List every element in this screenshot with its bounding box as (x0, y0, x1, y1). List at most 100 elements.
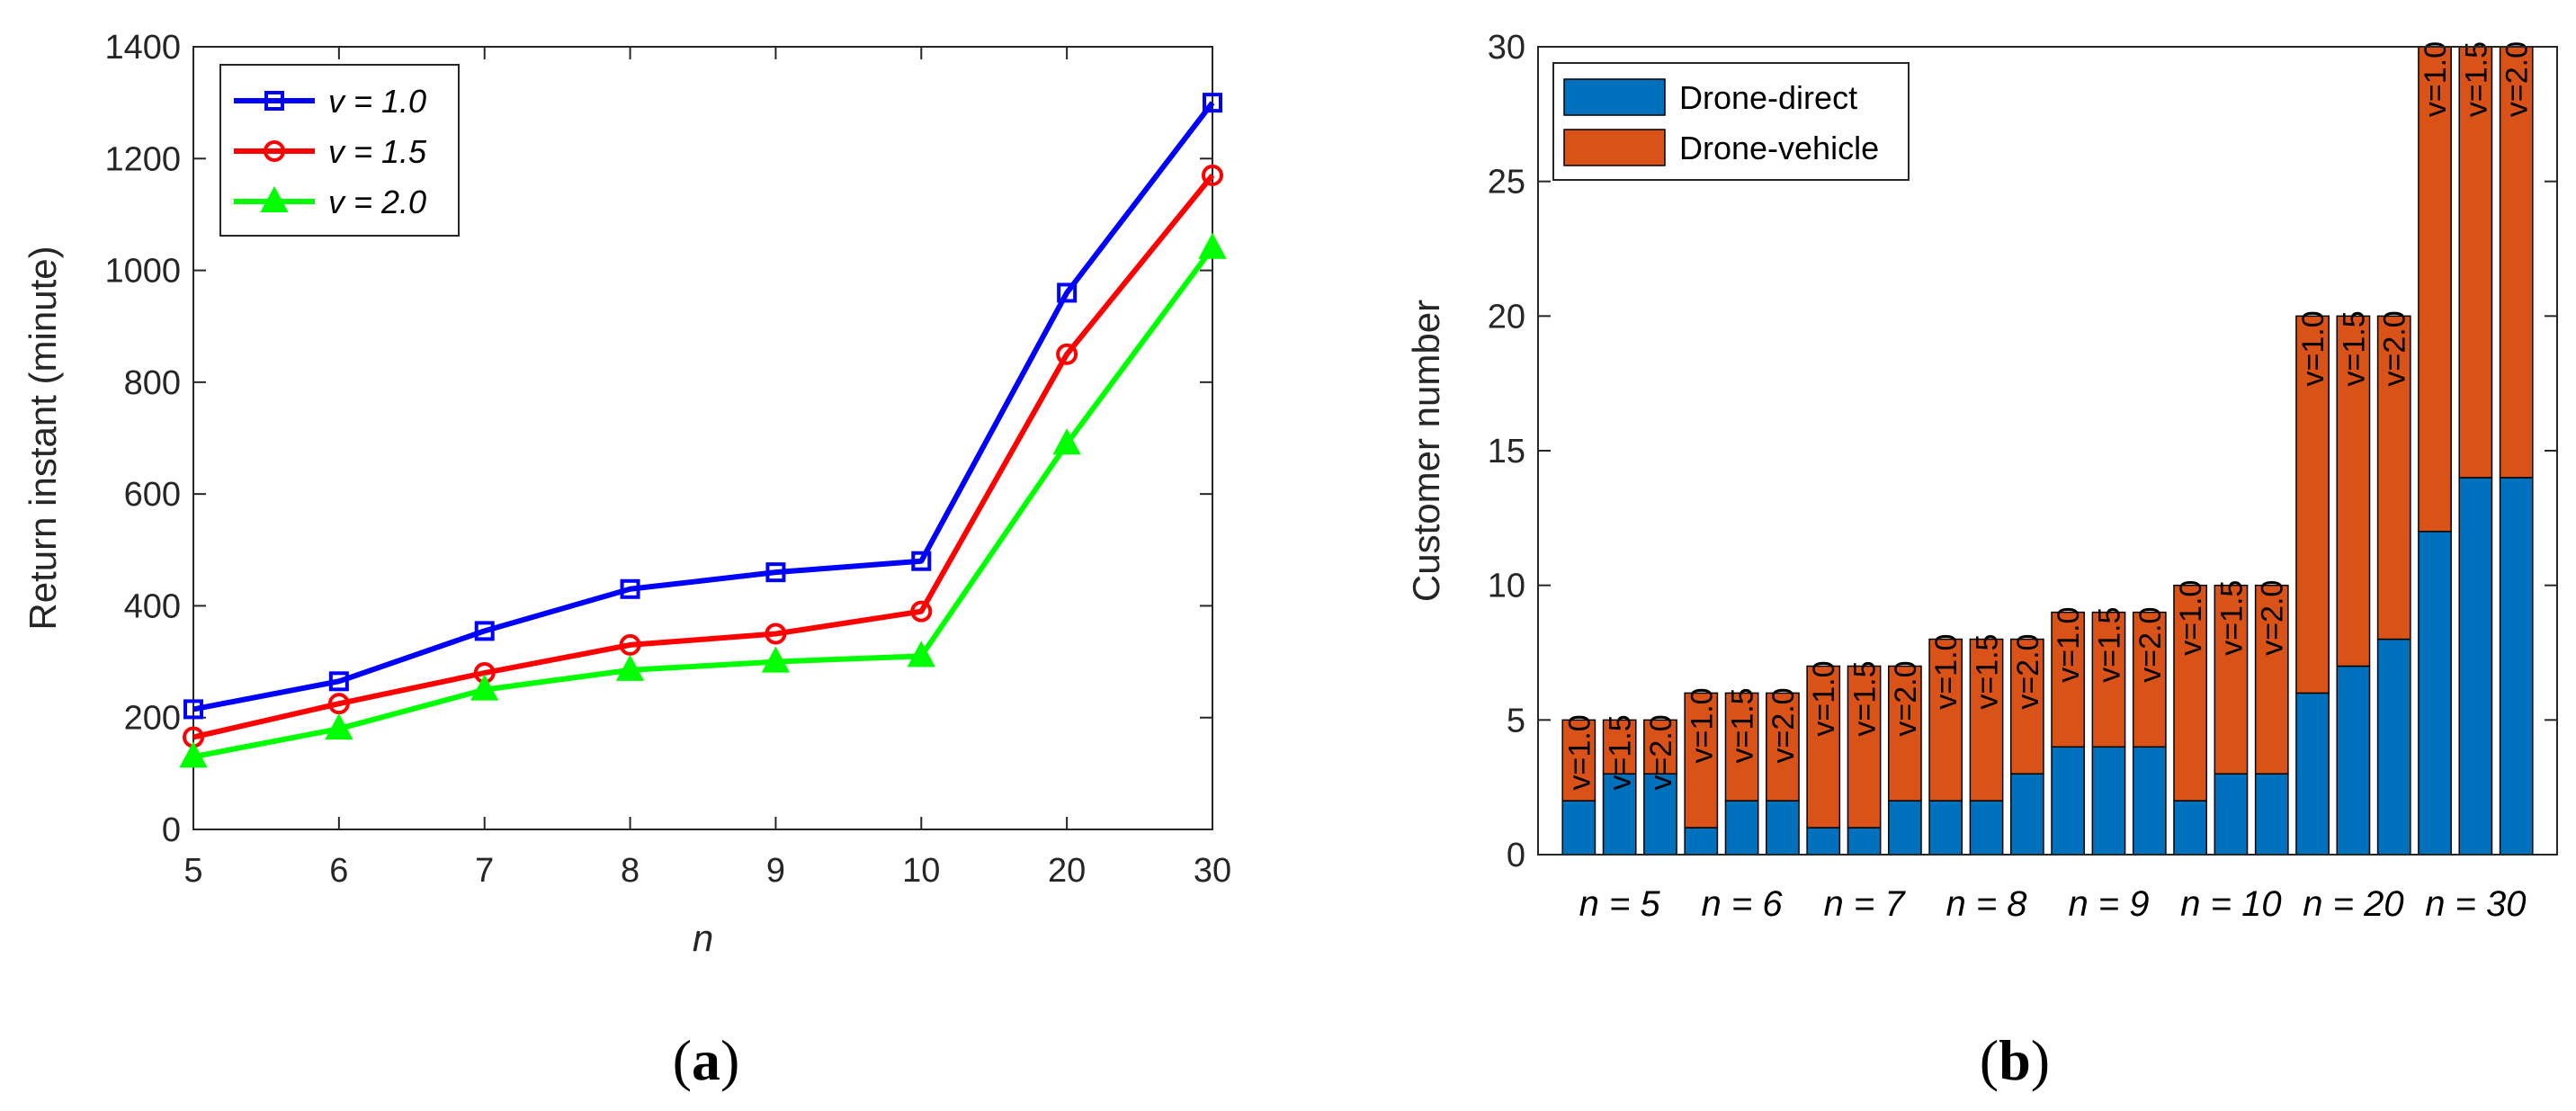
x-tick-label: 20 (1048, 852, 1086, 890)
bar-label: v=1.5 (1726, 687, 1760, 763)
data-point-marker (264, 140, 285, 162)
stacked-bar: v=1.5 (1969, 634, 2005, 856)
legend-a-entry: v = 1.5 (328, 133, 427, 170)
y-tick-label: 600 (124, 476, 181, 514)
bar-label: v=1.0 (1807, 660, 1841, 736)
data-point-marker (1198, 232, 1227, 259)
data-point-marker (470, 674, 499, 701)
stacked-bar: v=1.0 (1561, 714, 1597, 856)
legend-a-entry: v = 2.0 (328, 184, 426, 220)
y-tick-label: 0 (1507, 837, 1525, 874)
stacked-bar: v=1.0 (1684, 687, 1719, 856)
bar-segment-drone-vehicle (1684, 692, 1719, 829)
bar-segment-drone-vehicle (2132, 611, 2167, 748)
data-point-marker (907, 641, 935, 667)
caption-b-letter: b (1999, 1028, 2031, 1092)
stacked-bar: v=1.5 (1847, 660, 1883, 856)
stacked-bar: v=2.0 (2376, 310, 2412, 856)
bar-segment-drone-vehicle (1766, 692, 1800, 802)
series-line-1 (183, 93, 1222, 720)
stacked-bar: v=1.5 (2336, 310, 2371, 856)
data-point-marker (179, 741, 208, 768)
x-tick-label: 7 (475, 852, 494, 890)
bar-segment-drone-vehicle (2009, 638, 2044, 775)
data-point-marker (615, 654, 645, 681)
legend-a-entry: v = 1.0 (328, 83, 426, 120)
x-tick-label: 6 (329, 852, 348, 890)
bar-segment-drone-direct (1684, 827, 1719, 856)
bar-label: v=1.0 (2296, 310, 2330, 386)
stacked-bar: v=1.5 (1602, 714, 1638, 856)
y-tick-label: 30 (1488, 29, 1525, 67)
stacked-bar-chart-customer-number: v=1.0 v=1.5 v=2.0 v=1.0 v=1.5 v=2.0 v=1.0 v=1.5… (1405, 29, 2558, 924)
bar-segment-drone-vehicle (2336, 315, 2371, 667)
stacked-bar: v=2.0 (1888, 660, 1923, 856)
bar-segment-drone-vehicle (1806, 665, 1841, 829)
bar-segment-drone-direct (2173, 800, 2207, 856)
y-tick-label: 10 (1488, 568, 1525, 605)
bar-segment-drone-vehicle (1643, 719, 1677, 775)
bar-segment-drone-vehicle (2254, 584, 2289, 775)
stacked-bar: v=1.5 (1724, 687, 1760, 856)
bar-label: v=1.5 (2337, 310, 2371, 386)
x-group-label: n = 30 (2425, 884, 2526, 924)
legend-b-swatch (1563, 78, 1666, 116)
bar-segment-drone-vehicle (2418, 46, 2452, 533)
data-point-marker (1202, 164, 1223, 186)
bar-segment-drone-direct (1724, 800, 1759, 856)
data-point-marker (911, 551, 932, 571)
data-point-marker (183, 699, 203, 720)
bar-label: v=1.5 (2092, 607, 2126, 683)
bar-segment-drone-vehicle (1724, 692, 1759, 802)
bar-segment-drone-vehicle (1561, 719, 1597, 802)
data-point-marker (327, 693, 350, 715)
data-point-marker (264, 91, 284, 111)
x-tick-label: 9 (766, 852, 785, 890)
y-tick-label: 1200 (104, 140, 181, 178)
bar-segment-drone-direct (1928, 800, 1963, 856)
stacked-bar: v=1.5 (2458, 41, 2493, 856)
y-tick-label: 25 (1488, 164, 1525, 202)
stacked-bar: v=1.5 (2091, 607, 2126, 856)
x-tick-label: 30 (1194, 852, 1231, 890)
bar-label: v=2.0 (2133, 607, 2168, 683)
x-group-label: n = 20 (2303, 884, 2403, 924)
stacked-bar: v=2.0 (2132, 607, 2168, 856)
bar-label: v=1.0 (1685, 687, 1719, 763)
y-tick-label: 200 (124, 700, 181, 738)
caption-a-letter: a (692, 1028, 720, 1092)
bar-segment-drone-direct (2295, 692, 2330, 856)
bar-segment-drone-vehicle (2214, 584, 2249, 775)
caption-b: (b) (1980, 1028, 2050, 1092)
bar-label: v=1.0 (2052, 607, 2086, 683)
data-point-marker (1203, 93, 1222, 113)
data-point-marker (765, 623, 787, 645)
bar-segment-drone-direct (2376, 638, 2411, 856)
y-axis-label: Return instant (minute) (22, 246, 64, 630)
caption-a: (a) (673, 1028, 740, 1092)
bar-segment-drone-direct (2214, 773, 2249, 856)
series-line-3 (179, 232, 1227, 768)
x-tick-label: 10 (902, 852, 940, 890)
stacked-bar: v=1.0 (2173, 580, 2208, 856)
data-point-marker (761, 646, 791, 673)
series-line-path (192, 246, 1215, 760)
stacked-bar: v=1.0 (1928, 634, 1963, 856)
data-point-marker (620, 578, 640, 599)
bar-label: v=2.0 (1644, 714, 1678, 790)
bar-label: v=1.5 (1604, 714, 1638, 790)
bar-segment-drone-vehicle (2173, 584, 2207, 802)
bar-segment-drone-vehicle (1928, 638, 1963, 802)
bar-segment-drone-direct (1766, 800, 1800, 856)
x-group-label: n = 5 (1579, 884, 1661, 924)
bar-label: v=2.0 (1889, 660, 1923, 736)
bar-label: v=2.0 (1767, 687, 1801, 763)
bar-label: v=2.0 (2256, 580, 2290, 656)
stacked-bar: v=2.0 (2009, 634, 2045, 856)
data-point-marker (910, 600, 933, 623)
stacked-bar: v=1.0 (2295, 310, 2330, 856)
legend-b-entry: Drone-vehicle (1679, 130, 1879, 166)
bar-segment-drone-vehicle (1602, 719, 1637, 775)
bar-label: v=2.0 (2378, 310, 2412, 386)
